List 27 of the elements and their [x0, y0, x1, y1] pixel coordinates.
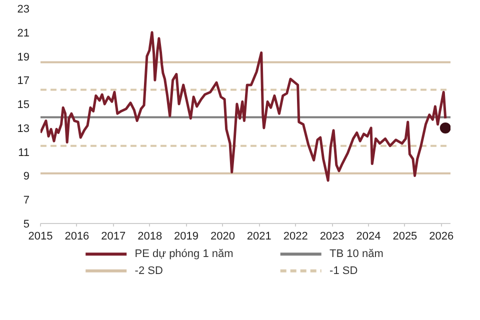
x-tick-label: 2021 — [246, 230, 272, 242]
y-tick-label: 19 — [17, 51, 30, 64]
legend-label: -2 SD — [134, 264, 163, 277]
x-tick-label: 2022 — [283, 230, 308, 242]
y-tick-label: 7 — [23, 194, 30, 207]
y-tick-label: 9 — [23, 170, 30, 183]
y-tick-label: 13 — [17, 122, 30, 135]
x-tick-label: 2019 — [174, 230, 199, 242]
x-tick-label: 2018 — [138, 230, 162, 242]
y-tick-label: 17 — [17, 75, 30, 88]
x-tick-label: 2023 — [320, 230, 344, 242]
y-tick-label: 5 — [23, 218, 30, 230]
x-tick-label: 2026 — [429, 230, 454, 242]
line-series — [40, 31, 447, 182]
y-tick-label: 21 — [17, 27, 30, 40]
legend-label: PE dự phóng 1 năm — [134, 248, 234, 260]
y-tick-label: 11 — [18, 146, 30, 159]
x-tick-label: 2025 — [392, 230, 418, 242]
x-tick-label: 2015 — [28, 230, 53, 242]
legend-label: -1 SD — [330, 264, 358, 277]
x-tick-label: 2024 — [356, 230, 381, 242]
x-tick-label: 2020 — [210, 230, 235, 242]
x-tick-label: 2017 — [101, 230, 126, 242]
x-tick-label: 2016 — [64, 230, 90, 242]
y-tick-label: 15 — [17, 99, 30, 112]
legend-label: TB 10 năm — [330, 248, 384, 260]
y-tick-label: 23 — [17, 4, 30, 16]
